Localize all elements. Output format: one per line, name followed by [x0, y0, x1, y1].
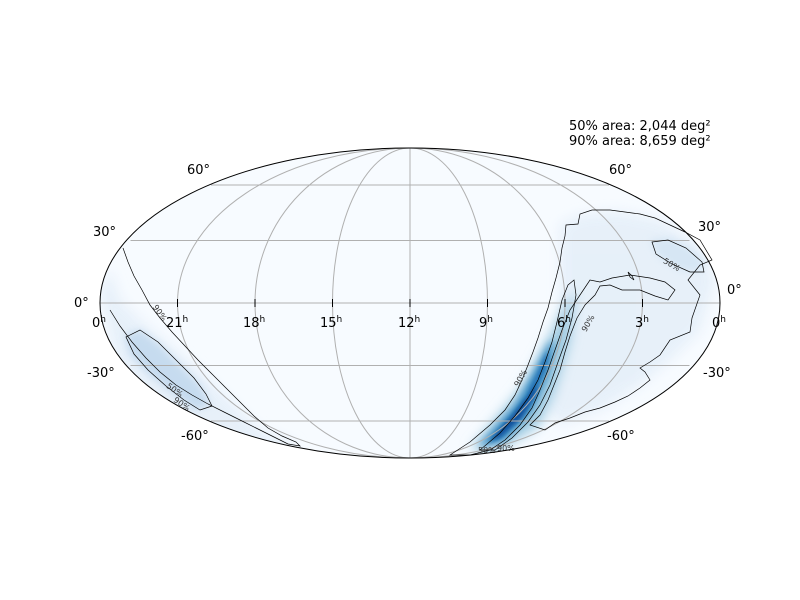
ra-label-6h: 6h — [557, 315, 571, 331]
contour-90-left — [109, 247, 302, 447]
ra-label-21h: 21h — [166, 315, 188, 331]
ra-label-12h: 12h — [398, 315, 420, 331]
dec-label-30n-right: 30° — [698, 220, 721, 235]
contour-50-left — [125, 329, 213, 411]
dec-label-30n-left: 30° — [93, 225, 116, 240]
contour-90 — [109, 209, 713, 456]
contour-50-main — [479, 279, 577, 451]
ra-label-0h-left: 0h — [92, 315, 106, 331]
dec-label-30s-right: -30° — [703, 366, 731, 381]
dec-label-60n-right: 60° — [609, 163, 632, 178]
dec-label-60s-right: -60° — [607, 429, 635, 444]
dec-label-60s-left: -60° — [181, 429, 209, 444]
contour-50 — [125, 239, 705, 451]
ra-label-3h: 3h — [635, 315, 649, 331]
ra-label-15h: 15h — [320, 315, 342, 331]
ra-ticks — [177, 299, 643, 307]
contour-label-50-bottom: 50% — [478, 446, 496, 455]
probability-heatmap — [100, 212, 715, 450]
dec-labels: 60° 60° 30° 30° 0° 0° -30° -30° -60° -60… — [74, 163, 742, 444]
dec-label-30s-left: -30° — [87, 366, 115, 381]
contour-50-small — [627, 271, 635, 281]
ra-label-9h: 9h — [479, 315, 493, 331]
contour-label-90-bottom: 90% — [497, 444, 515, 453]
ra-label-18h: 18h — [243, 315, 265, 331]
dec-label-60n-left: 60° — [187, 163, 210, 178]
dec-label-0-left: 0° — [74, 296, 89, 311]
sky-outline — [99, 147, 721, 459]
contour-50-right — [651, 239, 705, 273]
area-90-text: 90% area: 8,659 deg² — [569, 134, 711, 149]
ra-labels: 0h 21h 18h 15h 12h 9h 6h 3h 0h — [92, 315, 726, 331]
area-50-text: 50% area: 2,044 deg² — [569, 119, 711, 134]
dec-label-0-right: 0° — [727, 283, 742, 298]
ra-label-0h-right: 0h — [712, 315, 726, 331]
area-stats: 50% area: 2,044 deg² 90% area: 8,659 deg… — [569, 119, 711, 149]
contour-90-main — [448, 209, 713, 456]
